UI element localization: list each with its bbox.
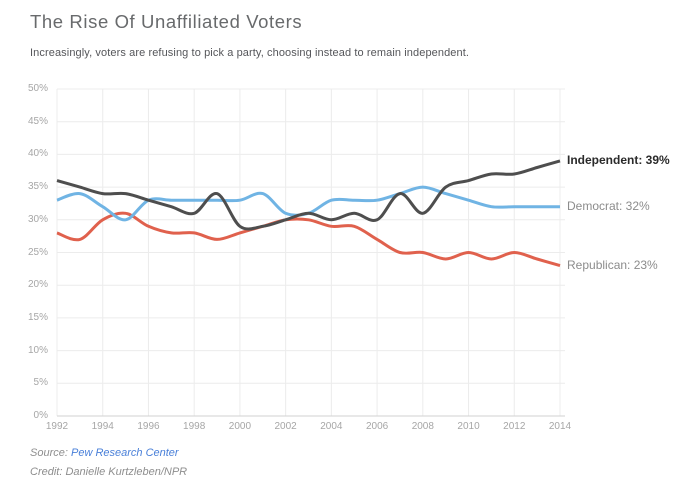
series-label-republican: Republican: 23%	[567, 257, 658, 272]
y-tick-label: 45%	[27, 115, 48, 127]
series-label-democrat: Democrat: 32%	[567, 198, 650, 213]
series-label-independent: Independent: 39%	[567, 152, 670, 167]
x-tick-label: 1994	[91, 421, 114, 432]
x-tick-label: 2002	[274, 421, 297, 432]
x-tick-label: 2008	[411, 421, 434, 432]
line-democrat	[56, 185, 560, 222]
y-tick-label: 30%	[27, 213, 48, 225]
x-tick-label: 1996	[137, 421, 160, 432]
y-tick-label: 35%	[27, 181, 48, 193]
x-tick-label: 2012	[503, 421, 526, 432]
y-tick-label: 20%	[27, 279, 48, 291]
chart-subtitle: Increasingly, voters are refusing to pic…	[30, 47, 470, 59]
y-tick-label: 50%	[27, 83, 48, 94]
chart-title: The Rise Of Unaffiliated Voters	[30, 11, 303, 32]
source-link[interactable]: Pew Research Center	[70, 447, 179, 459]
source-line: Source: Pew Research Center	[30, 447, 179, 459]
y-tick-label: 0%	[33, 410, 48, 421]
y-tick-label: 40%	[27, 148, 48, 160]
line-independent	[56, 159, 561, 231]
y-tick-label: 5%	[33, 377, 48, 389]
source-label: Source:	[30, 447, 68, 459]
x-tick-label: 2004	[320, 421, 343, 432]
x-tick-label: 1992	[45, 421, 69, 432]
x-tick-label: 1998	[183, 421, 206, 432]
line-republican	[56, 211, 561, 268]
x-tick-label: 2010	[457, 421, 480, 432]
x-tick-label: 2000	[228, 421, 252, 432]
y-tick-label: 25%	[27, 246, 48, 258]
x-tick-label: 2006	[365, 421, 389, 432]
y-tick-label: 15%	[27, 311, 48, 323]
y-tick-label: 10%	[27, 344, 48, 356]
credit-line: Credit: Danielle Kurtzleben/NPR	[30, 466, 188, 478]
x-tick-label: 2014	[548, 421, 572, 432]
